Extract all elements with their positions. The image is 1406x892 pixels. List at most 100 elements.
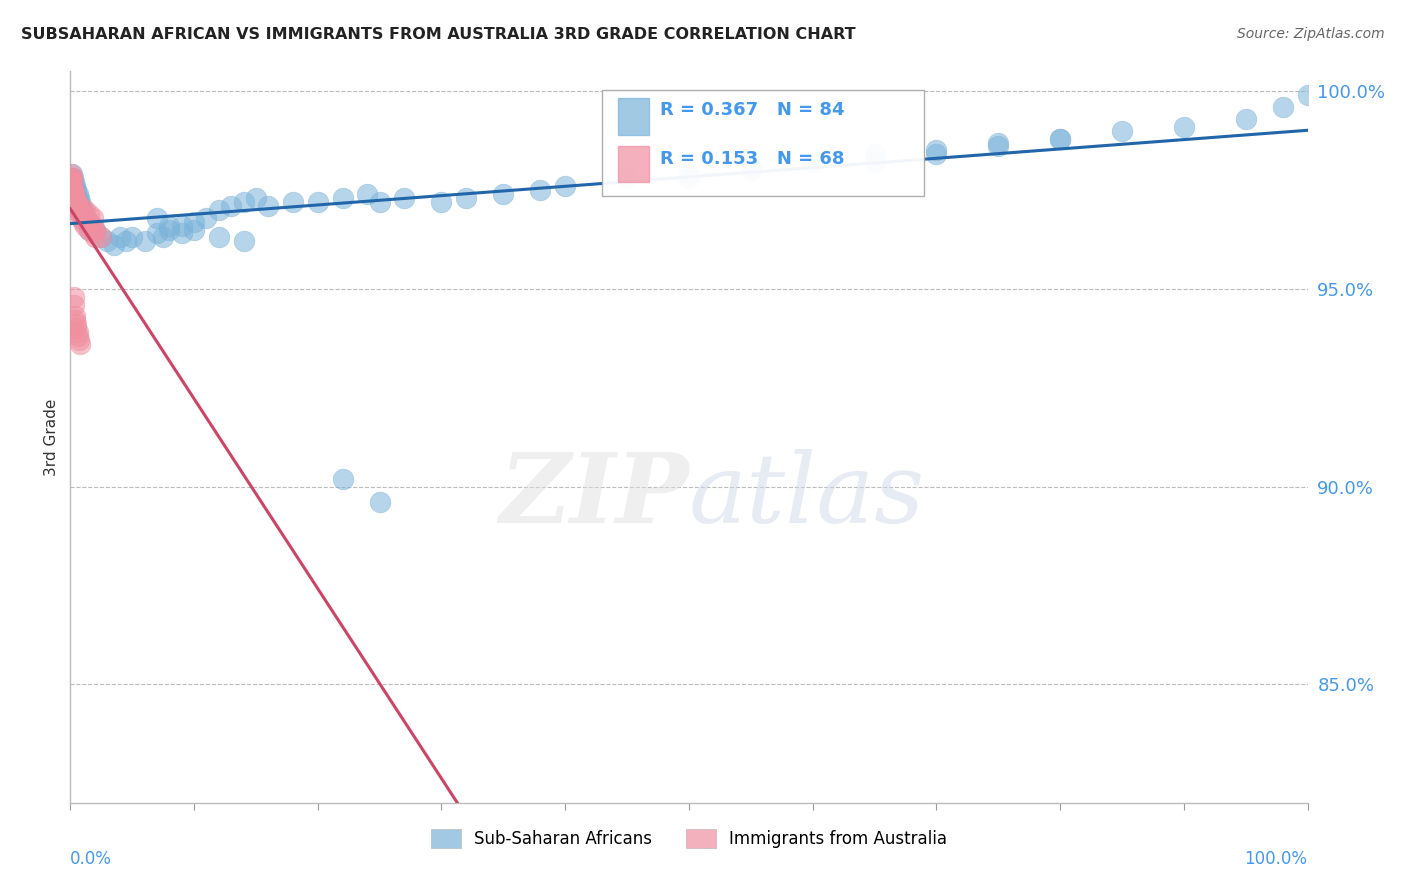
Point: [96, 235, 118, 249]
Point: [332, 191, 354, 205]
Point: [134, 235, 156, 249]
Point: [368, 194, 391, 209]
Text: 100.0%: 100.0%: [1244, 850, 1308, 868]
Point: [90, 230, 112, 244]
Point: [219, 199, 242, 213]
Point: [1111, 123, 1133, 137]
Point: [62, 183, 84, 197]
Point: [59, 171, 82, 186]
Point: [183, 214, 205, 228]
Point: [60, 191, 83, 205]
Point: [170, 227, 193, 241]
Y-axis label: 3rd Grade: 3rd Grade: [44, 399, 59, 475]
Point: [678, 171, 700, 186]
Point: [60, 171, 83, 186]
Point: [69, 202, 91, 217]
Point: [62, 186, 84, 201]
Point: [66, 199, 89, 213]
Point: [245, 191, 267, 205]
Point: [170, 219, 193, 233]
Point: [60, 179, 83, 194]
Point: [554, 179, 576, 194]
Point: [307, 194, 329, 209]
Point: [60, 186, 83, 201]
Point: [65, 310, 87, 324]
Point: [1296, 88, 1319, 103]
Text: atlas: atlas: [689, 449, 925, 542]
Point: [62, 191, 84, 205]
Point: [63, 191, 86, 205]
Point: [67, 202, 90, 217]
Text: R = 0.153   N = 68: R = 0.153 N = 68: [661, 151, 845, 169]
Point: [66, 329, 89, 343]
Point: [63, 191, 86, 205]
Point: [394, 191, 416, 205]
Point: [66, 326, 89, 340]
Point: [183, 222, 205, 236]
Point: [208, 230, 231, 244]
Point: [103, 238, 125, 252]
Legend: Sub-Saharan Africans, Immigrants from Australia: Sub-Saharan Africans, Immigrants from Au…: [423, 821, 955, 856]
Point: [59, 175, 82, 189]
Point: [65, 183, 87, 197]
Point: [84, 230, 107, 244]
Point: [1173, 120, 1195, 134]
Text: SUBSAHARAN AFRICAN VS IMMIGRANTS FROM AUSTRALIA 3RD GRADE CORRELATION CHART: SUBSAHARAN AFRICAN VS IMMIGRANTS FROM AU…: [21, 27, 856, 42]
Point: [63, 186, 86, 201]
Point: [60, 179, 83, 194]
Point: [63, 183, 86, 197]
Point: [60, 183, 83, 197]
Point: [70, 207, 93, 221]
Bar: [619, 98, 650, 135]
Point: [75, 202, 97, 217]
Point: [65, 199, 87, 213]
Point: [62, 194, 84, 209]
Point: [65, 191, 87, 205]
Point: [84, 222, 107, 236]
Point: [77, 222, 100, 236]
Point: [60, 179, 83, 194]
Point: [232, 235, 254, 249]
Point: [66, 186, 89, 201]
Point: [740, 163, 762, 178]
Point: [72, 211, 94, 225]
Point: [925, 147, 948, 161]
Point: [67, 333, 90, 347]
Point: [63, 194, 86, 209]
FancyBboxPatch shape: [602, 90, 924, 195]
Point: [863, 155, 886, 169]
Point: [208, 202, 231, 217]
Point: [69, 202, 91, 217]
Point: [67, 202, 90, 217]
Point: [492, 186, 515, 201]
Point: [65, 321, 87, 335]
Point: [356, 186, 378, 201]
Point: [77, 222, 100, 236]
Point: [60, 167, 83, 181]
Point: [77, 207, 100, 221]
Point: [60, 186, 83, 201]
Point: [69, 194, 91, 209]
Point: [65, 186, 87, 201]
Point: [60, 183, 83, 197]
Point: [65, 194, 87, 209]
Point: [65, 194, 87, 209]
Point: [62, 191, 84, 205]
Point: [63, 290, 86, 304]
Point: [60, 175, 83, 189]
Point: [529, 183, 551, 197]
Text: R = 0.367   N = 84: R = 0.367 N = 84: [661, 101, 845, 120]
Point: [121, 230, 143, 244]
Point: [616, 171, 638, 186]
Point: [146, 211, 169, 225]
Point: [62, 186, 84, 201]
Point: [1271, 100, 1294, 114]
Point: [65, 191, 87, 205]
Point: [987, 136, 1010, 150]
Point: [66, 199, 89, 213]
Point: [157, 222, 180, 236]
Point: [65, 194, 87, 209]
Text: ZIP: ZIP: [499, 449, 689, 542]
Point: [77, 214, 100, 228]
Point: [63, 175, 86, 189]
